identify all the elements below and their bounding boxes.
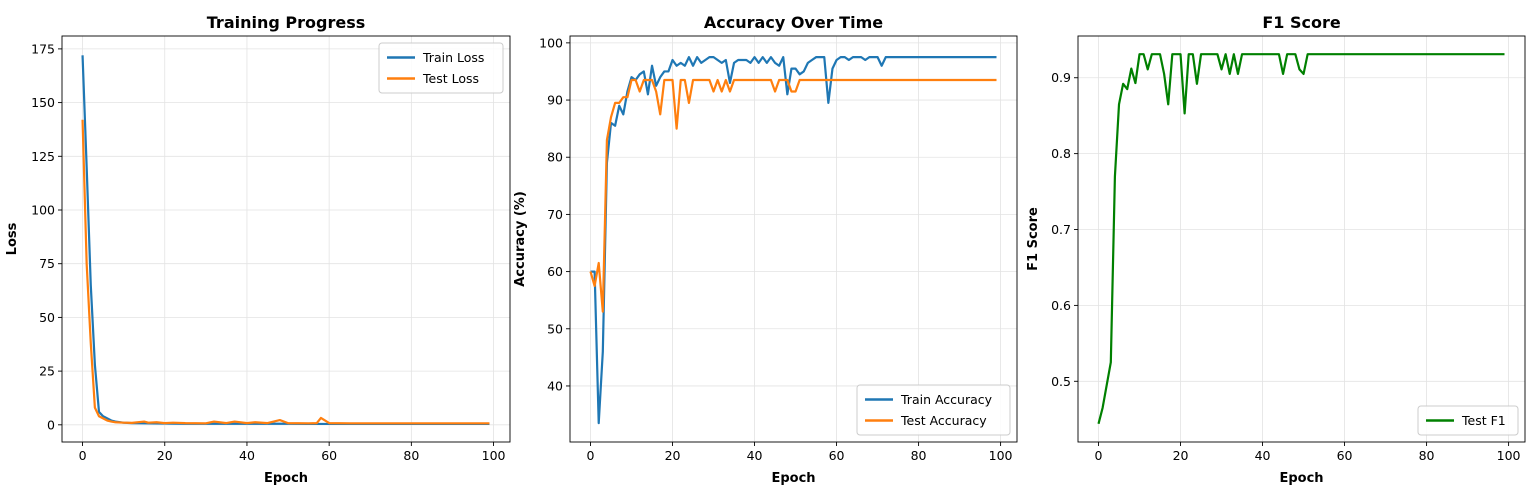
y-tick-label: 100 [539, 35, 563, 50]
legend-label: Test Loss [422, 71, 479, 86]
x-tick-label: 60 [829, 448, 845, 463]
loss-chart-panel: Training Progress Epoch Loss 0 20 40 60 80 10… [5, 13, 511, 486]
x-tick-label: 40 [239, 448, 255, 463]
y-tick-label: 40 [547, 378, 563, 393]
legend-label: Train Loss [422, 50, 484, 65]
x-tick-label: 20 [665, 448, 681, 463]
legend-label: Test Accuracy [900, 413, 987, 428]
x-tick-label: 100 [989, 448, 1013, 463]
x-tick-label: 20 [157, 448, 173, 463]
y-tick-label: 0.9 [1051, 70, 1071, 85]
y-tick-label: 0.7 [1051, 222, 1071, 237]
legend: Test F1 [1417, 405, 1519, 436]
y-tick-label: 0 [47, 417, 55, 432]
y-tick-label: 125 [31, 149, 55, 164]
legend-box [1417, 405, 1519, 436]
grid [62, 36, 510, 442]
x-tick-label: 60 [1337, 448, 1353, 463]
chart-title: F1 Score [1262, 13, 1341, 32]
plot-frame [61, 35, 511, 443]
legend: Train Accuracy Test Accuracy [856, 384, 1011, 436]
y-tick-label: 50 [547, 321, 563, 336]
series-line-test-f1 [1097, 53, 1505, 425]
x-tick-label: 0 [79, 448, 87, 463]
x-tick-label: 80 [1419, 448, 1435, 463]
x-axis-label: Epoch [264, 471, 308, 486]
series-line-test-loss [81, 119, 490, 425]
x-tick-label: 40 [1255, 448, 1271, 463]
legend-box [856, 384, 1011, 436]
x-tick-label: 100 [1497, 448, 1521, 463]
y-tick-label: 25 [39, 364, 55, 379]
y-tick-label: 80 [547, 150, 563, 165]
series-line-train-accuracy [590, 56, 997, 425]
x-tick-label: 20 [1173, 448, 1189, 463]
y-tick-label: 50 [39, 310, 55, 325]
y-tick-label: 0.5 [1051, 374, 1071, 389]
legend-label: Train Accuracy [900, 392, 993, 407]
legend-label: Test F1 [1461, 413, 1506, 428]
x-tick-label: 80 [403, 448, 419, 463]
x-axis-label: Epoch [1279, 471, 1323, 486]
legend: Train Loss Test Loss [378, 42, 504, 94]
chart-title: Training Progress [207, 13, 365, 32]
y-tick-label: 60 [547, 264, 563, 279]
plot-frame [1077, 35, 1526, 443]
y-tick-label: 90 [547, 93, 563, 108]
f1-chart-panel: F1 Score Epoch F1 Score 0 20 40 60 80 100 0.5 0… [1026, 13, 1526, 486]
grid [1078, 36, 1525, 442]
x-tick-label: 40 [747, 448, 763, 463]
y-tick-label: 70 [547, 207, 563, 222]
plot-frame [569, 35, 1018, 443]
y-axis-label: Accuracy (%) [513, 191, 528, 287]
x-axis-label: Epoch [771, 471, 815, 486]
grid [570, 36, 1017, 442]
x-tick-label: 0 [587, 448, 595, 463]
y-tick-label: 0.6 [1051, 298, 1071, 313]
x-tick-label: 80 [911, 448, 927, 463]
x-tick-label: 0 [1095, 448, 1103, 463]
y-tick-label: 175 [31, 41, 55, 56]
series-line-test-accuracy [589, 78, 997, 313]
y-axis-label: F1 Score [1026, 207, 1041, 271]
x-tick-label: 60 [321, 448, 337, 463]
series-line-train-loss [81, 55, 490, 426]
accuracy-chart-panel: Accuracy Over Time Epoch Accuracy (%) 0 2… [513, 13, 1018, 486]
legend-box [378, 42, 504, 94]
y-tick-label: 150 [31, 95, 55, 110]
chart-title: Accuracy Over Time [704, 13, 883, 32]
y-tick-label: 100 [31, 203, 55, 218]
y-tick-label: 0.8 [1051, 146, 1071, 161]
x-tick-label: 100 [482, 448, 506, 463]
y-axis-label: Loss [5, 222, 20, 255]
y-tick-label: 75 [39, 256, 55, 271]
